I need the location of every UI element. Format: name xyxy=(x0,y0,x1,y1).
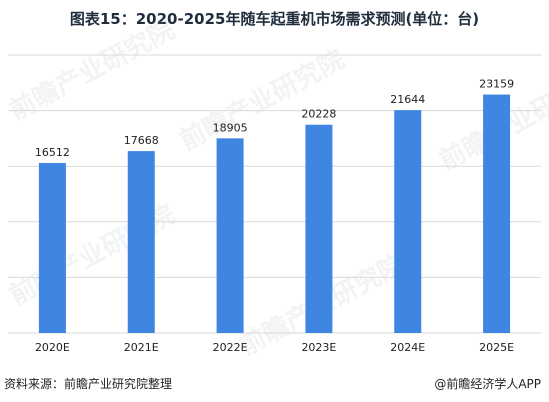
source-note: 资料来源：前瞻产业研究院整理 xyxy=(4,377,173,391)
data-label: 21644 xyxy=(390,93,425,106)
x-tick-label: 2024E xyxy=(390,341,425,354)
bar xyxy=(127,151,155,333)
bar xyxy=(305,124,333,333)
brand-label: @前瞻经济学人APP xyxy=(434,377,541,391)
data-label: 18905 xyxy=(213,121,248,134)
bar xyxy=(394,110,422,333)
chart-title: 图表15：2020-2025年随车起重机市场需求预测(单位：台) xyxy=(69,10,480,28)
data-label: 16512 xyxy=(35,146,70,159)
x-tick-label: 2023E xyxy=(301,341,336,354)
x-tick-label: 2021E xyxy=(124,341,159,354)
bar xyxy=(483,94,511,334)
data-label: 20228 xyxy=(301,108,336,121)
data-label: 23159 xyxy=(479,78,514,91)
bar xyxy=(216,138,244,333)
x-tick-label: 2025E xyxy=(479,341,514,354)
x-tick-label: 2022E xyxy=(213,341,248,354)
data-label: 17668 xyxy=(124,134,159,147)
bar xyxy=(38,162,66,333)
x-tick-label: 2020E xyxy=(35,341,70,354)
